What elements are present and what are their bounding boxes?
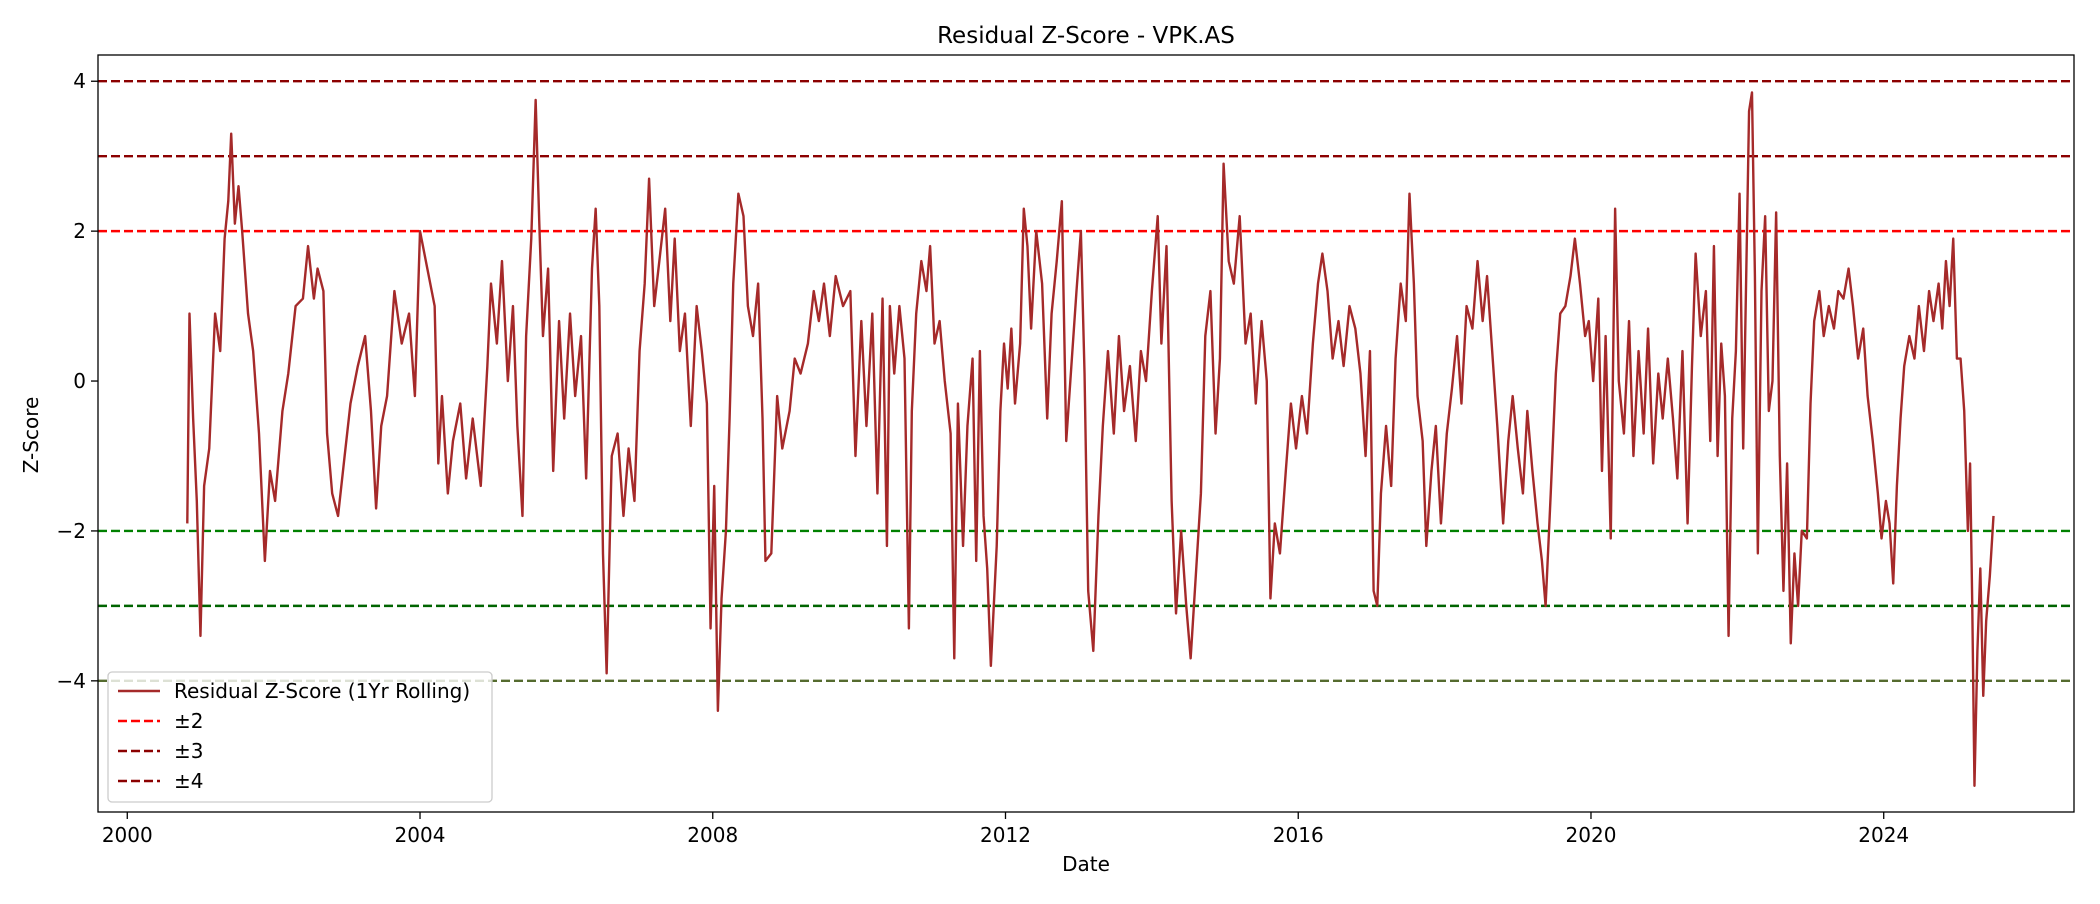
x-tick-label: 2012 (980, 823, 1031, 847)
legend: Residual Z-Score (1Yr Rolling) ±2 ±3 ±4 (107, 671, 493, 803)
y-tick-label: 2 (73, 219, 86, 243)
y-tick-label: −2 (57, 519, 86, 543)
chart-title: Residual Z-Score - VPK.AS (937, 23, 1235, 49)
x-tick-label: 2016 (1273, 823, 1324, 847)
x-axis-ticks: 2000 2004 2008 2012 2016 2020 2024 (102, 812, 1909, 847)
y-axis-ticks: 4 2 0 −2 −4 (57, 69, 98, 693)
series-line-residual-zscore (186, 91, 1995, 787)
legend-label: ±4 (174, 769, 203, 793)
x-tick-label: 2020 (1566, 823, 1617, 847)
legend-label: ±2 (174, 709, 203, 733)
y-tick-label: 4 (73, 69, 86, 93)
plot-frame (97, 54, 2075, 813)
x-tick-label: 2004 (395, 823, 446, 847)
y-axis-label: Z-Score (19, 397, 43, 474)
y-tick-label: 0 (73, 369, 86, 393)
legend-box (107, 671, 493, 803)
y-tick-label: −4 (57, 669, 86, 693)
x-axis-label: Date (1062, 852, 1110, 876)
x-tick-label: 2024 (1858, 823, 1909, 847)
series-layer (186, 91, 1995, 787)
legend-label: Residual Z-Score (1Yr Rolling) (174, 679, 470, 703)
x-tick-label: 2008 (687, 823, 738, 847)
x-tick-label: 2000 (102, 823, 153, 847)
legend-label: ±3 (174, 739, 203, 763)
